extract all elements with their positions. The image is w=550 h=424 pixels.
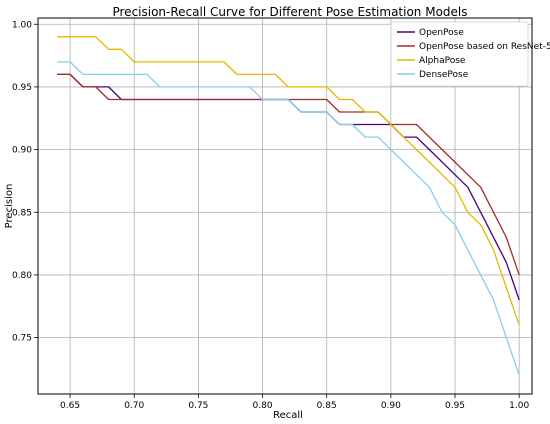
x-tick-label: 0.95 xyxy=(445,401,465,411)
x-tick-label: 0.85 xyxy=(317,401,337,411)
legend-box xyxy=(390,21,529,87)
y-tick-label: 1.00 xyxy=(12,20,32,30)
legend-label: OpenPose based on ResNet-50 xyxy=(419,42,550,52)
series-lines xyxy=(57,36,520,376)
legend-label: DensePose xyxy=(419,70,469,80)
series-line-4 xyxy=(57,61,520,376)
series-line-3 xyxy=(57,36,520,326)
y-tick-label: 0.90 xyxy=(12,146,32,156)
y-tick-label: 0.75 xyxy=(12,334,32,344)
series-line-1 xyxy=(57,73,520,301)
y-tick-label: 0.95 xyxy=(12,83,32,93)
legend-label: AlphaPose xyxy=(419,56,466,66)
y-tick-label: 0.85 xyxy=(12,208,32,218)
x-axis-label: Recall xyxy=(273,410,303,421)
x-tick-label: 0.75 xyxy=(188,401,208,411)
legend: OpenPose OpenPose based on ResNet-50 Alpha… xyxy=(390,21,550,87)
plot-frame xyxy=(37,17,533,395)
y-axis-label: Precision xyxy=(4,184,15,229)
series-line-2 xyxy=(57,73,520,276)
x-tick-label: 0.80 xyxy=(253,401,273,411)
chart-title: Precision-Recall Curve for Different Pos… xyxy=(112,5,467,19)
y-axis-ticks: 0.75 0.80 0.85 0.90 0.95 1.00 xyxy=(12,20,38,344)
x-axis-ticks: 0.65 0.70 0.75 0.80 0.85 0.90 0.95 1.00 xyxy=(60,394,529,411)
legend-label: OpenPose xyxy=(419,28,464,38)
x-tick-label: 0.90 xyxy=(381,401,401,411)
x-tick-label: 0.70 xyxy=(124,401,144,411)
x-tick-label: 1.00 xyxy=(509,401,529,411)
x-tick-label: 0.65 xyxy=(60,401,80,411)
y-tick-label: 0.80 xyxy=(12,271,32,281)
